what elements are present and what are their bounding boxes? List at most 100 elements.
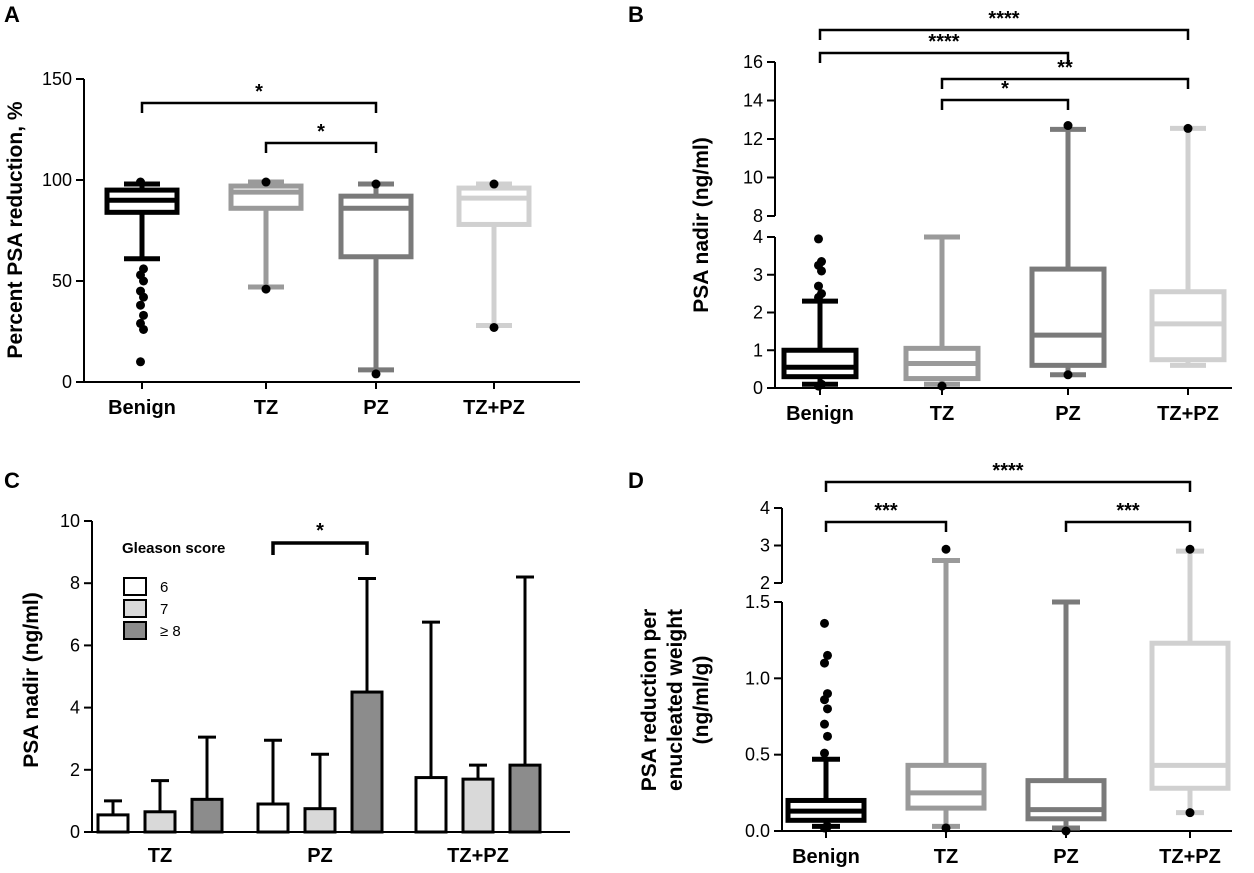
legend-label-6: 6 <box>160 579 168 596</box>
panel-b-sig-0-label: **** <box>988 8 1019 30</box>
panel-d-ytick-lower-label-1: 0.5 <box>745 745 770 765</box>
panel-a-box-benign-outlier-0 <box>136 177 145 187</box>
panel-b-box-tz-outlier-0 <box>937 381 947 391</box>
panel-b-box-benign <box>781 347 859 380</box>
panel-a-xtick-label-benign: Benign <box>108 397 176 419</box>
legend-title: Gleason score <box>122 540 225 557</box>
panel-c-ytick-label-0: 0 <box>70 822 80 842</box>
panel-a-box-tz-outlier-1 <box>261 284 271 294</box>
panel-d-sig-1-bracket <box>824 520 948 532</box>
panel-a-box-benign-outlier-6 <box>136 300 145 310</box>
panel-b-ytick-upper-label-4: 16 <box>743 52 763 72</box>
panel-d-ytick-upper-label-0: 2 <box>760 573 770 593</box>
panel-d-box-benign-outlier-7 <box>823 689 832 699</box>
panel-c-xtick-label-tz-plus-pz: TZ+PZ <box>447 845 509 867</box>
panel-d-ytick-lower-label-2: 1.0 <box>745 668 770 688</box>
panel-c-bar-tz-plus-pz-ge8 <box>508 763 542 834</box>
panel-c-bar-pz-g7 <box>303 807 337 834</box>
panel-b-box-pz-outlier-1 <box>1063 121 1073 131</box>
panel-b-xtick-label-tz: TZ <box>930 403 954 425</box>
panel-b-ytick-lower-label-3: 3 <box>753 265 763 285</box>
panel-c-sig-0-bracket <box>271 541 369 555</box>
panel-c-bar-pz-g6 <box>256 802 290 834</box>
panel-c-bar-tz-g6 <box>96 813 130 834</box>
panel-c-ytick-label-4: 8 <box>70 573 80 593</box>
panel-c-ytick-label-5: 10 <box>60 511 80 531</box>
panel-a-sig-1-label: * <box>317 121 325 143</box>
panel-a-xtick-label-pz: PZ <box>363 397 389 419</box>
panel-d-sig-0-label: **** <box>992 460 1023 482</box>
panel-d-ytick-lower-label-3: 1.5 <box>745 592 770 612</box>
panel-c-bar-tz-plus-pz-g6 <box>414 776 448 834</box>
panel-b-xtick-label-benign: Benign <box>786 403 854 425</box>
legend-label-7: 7 <box>160 601 168 618</box>
panel-a-box-benign-outlier-7 <box>139 310 148 320</box>
panel-b-sig-1-bracket <box>818 51 1070 63</box>
panel-a-box-tz <box>228 183 304 211</box>
panel-c-sig-0-label: * <box>316 520 324 542</box>
panel-b-ytick-lower-label-2: 2 <box>753 303 763 323</box>
panel-a-sig-1-bracket <box>264 141 378 153</box>
panel-c-ytick-label-2: 4 <box>70 698 80 718</box>
legend-swatch-6 <box>123 577 147 596</box>
panel-c-xtick-label-tz: TZ <box>148 845 172 867</box>
panel-a-box-benign-outlier-9 <box>139 324 148 334</box>
panel-a-ytick-label-2: 100 <box>42 170 72 190</box>
panel-label-d: D <box>628 468 644 493</box>
legend-swatch-8plus <box>123 621 147 640</box>
panel-a-ylabel: Percent PSA reduction, % <box>4 101 27 358</box>
panel-d-box-benign-outlier-9 <box>823 650 832 660</box>
panel-a-box-pz <box>338 193 414 260</box>
panel-b-ylabel: PSA nadir (ng/ml) <box>690 137 713 312</box>
panel-b-ytick-lower-label-0: 0 <box>753 378 763 398</box>
panel-d-box-pz-outlier-0 <box>1061 826 1071 836</box>
panel-d-sig-0-bracket <box>824 480 1192 492</box>
panel-b-sig-3-label: * <box>1001 78 1009 100</box>
panel-b-box-benign-outlier-4 <box>814 281 823 291</box>
panel-c-bar-pz-ge8 <box>350 690 384 834</box>
panel-d-ylabel-line-3: (ng/ml/g) <box>690 656 713 745</box>
panel-label-c: C <box>4 468 20 493</box>
panel-d-ytick-lower-label-0: 0.0 <box>745 821 770 841</box>
legend-label-8plus: ≥ 8 <box>160 623 181 640</box>
panel-d-box-tz-plus-pz-outlier-1 <box>1185 544 1195 554</box>
panel-d-ylabel-line-1: PSA reduction per <box>638 609 661 791</box>
panel-a-box-tz-outlier-0 <box>261 177 271 187</box>
panel-d-box-benign-outlier-1 <box>823 821 832 831</box>
panel-b-box-pz-outlier-0 <box>1063 370 1073 380</box>
panel-d-box-benign-outlier-2 <box>820 748 829 758</box>
panel-b-sig-2-bracket <box>940 77 1190 89</box>
panel-d-sig-2-bracket <box>1064 520 1192 532</box>
panel-a-ytick-label-0: 0 <box>62 372 72 392</box>
panel-a-box-tz-plus-pz-outlier-1 <box>489 322 499 332</box>
panel-c-ytick-label-3: 6 <box>70 635 80 655</box>
panel-d-box-tz-outlier-1 <box>941 544 951 554</box>
panel-a-box-benign-outlier-3 <box>139 276 148 286</box>
panel-d-xtick-label-tz-plus-pz: TZ+PZ <box>1159 846 1221 868</box>
panel-a-box-tz-plus-pz-outlier-0 <box>489 179 499 189</box>
panel-a-box-tz-plus-pz <box>456 185 532 227</box>
panel-b-box-benign-outlier-3 <box>817 289 826 299</box>
panel-b-ytick-upper-label-0: 8 <box>753 206 763 226</box>
panel-c-ytick-label-1: 2 <box>70 760 80 780</box>
panel-label-a: A <box>4 2 20 27</box>
panel-d-box-benign-outlier-8 <box>820 658 829 668</box>
panel-a-box-pz-outlier-0 <box>371 179 381 189</box>
panel-a-xtick-label-tz: TZ <box>254 397 278 419</box>
panel-b-box-benign-outlier-8 <box>814 234 823 244</box>
panel-b-box-benign-outlier-7 <box>817 257 826 267</box>
panel-d-xtick-label-pz: PZ <box>1053 846 1079 868</box>
panel-c-bar-tz-ge8 <box>190 797 224 834</box>
panel-a-sig-0-label: * <box>255 81 263 103</box>
panel-c-legend: Gleason score 6 7 ≥ 8 <box>122 540 225 640</box>
panel-c-bar-tz-plus-pz-g7 <box>461 777 495 834</box>
panel-b-sig-2-label: ** <box>1057 57 1073 79</box>
panel-a-box-pz-outlier-1 <box>371 369 381 379</box>
panel-d-xtick-label-benign: Benign <box>792 846 860 868</box>
panel-d-box-benign-outlier-10 <box>820 618 829 628</box>
panel-b-box-pz <box>1029 266 1107 368</box>
panel-c-xtick-label-pz: PZ <box>307 845 333 867</box>
panel-a-box-benign-outlier-5 <box>139 292 148 302</box>
panel-label-b: B <box>628 2 644 27</box>
